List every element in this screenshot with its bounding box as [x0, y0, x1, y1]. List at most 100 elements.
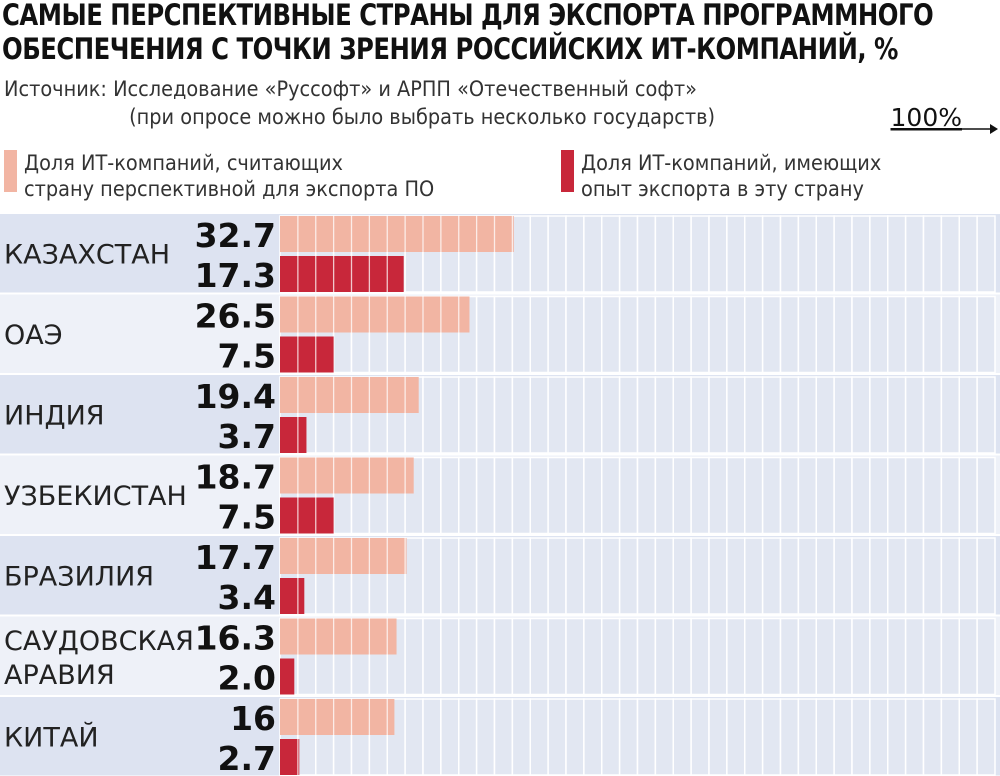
category-label: КИТАЙ: [4, 721, 99, 753]
grid-cell: [458, 617, 478, 696]
grid-cell: [887, 215, 907, 293]
grid-cell: [744, 617, 764, 696]
legend-series2: Доля ИТ-компаний, имеющих опыт экспорта …: [581, 150, 881, 202]
grid-cell: [726, 456, 746, 535]
grid-cell: [672, 456, 692, 535]
grid-cell: [797, 295, 817, 374]
grid-cell: [583, 617, 603, 696]
bar-series1: [280, 296, 470, 333]
value-label-series2: 2.0: [218, 659, 276, 698]
grid-cell: [744, 698, 764, 776]
grid-cell: [708, 295, 728, 374]
bar-series2: [280, 417, 307, 453]
grid-cell: [744, 537, 764, 615]
grid-cell: [869, 617, 889, 696]
grid-cell: [475, 295, 496, 374]
grid-cell: [940, 295, 960, 374]
grid-cell: [833, 617, 853, 696]
grid-cell: [887, 295, 907, 374]
grid-cell: [583, 295, 603, 374]
grid-cell: [672, 215, 692, 293]
grid-cell: [708, 617, 728, 696]
grid-cell: [922, 295, 943, 374]
grid-cell: [940, 215, 960, 293]
grid-cell: [761, 456, 782, 535]
grid-cell: [708, 698, 728, 776]
value-label-series2: 3.7: [218, 417, 276, 456]
grid-cell: [636, 295, 657, 374]
grid-cell: [887, 456, 907, 535]
grid-cell: [958, 215, 978, 293]
grid-cell: [529, 456, 549, 535]
grid-cell: [851, 456, 871, 535]
grid-cell: [565, 698, 585, 776]
grid-cell: [869, 295, 889, 374]
grid-cell: [475, 617, 496, 696]
grid-cell: [636, 617, 657, 696]
grid-cell: [618, 698, 639, 776]
legend-series1-line2: страну перспективной для экспорта ПО: [24, 177, 435, 201]
grid-cell: [726, 295, 746, 374]
bar-series1: [280, 377, 419, 413]
value-label-series1: 19.4: [195, 377, 276, 416]
grid-cell: [744, 456, 764, 535]
grid-cell: [904, 537, 925, 615]
grid-cell: [726, 698, 746, 776]
grid-cell: [815, 215, 835, 293]
grid-cell: [565, 215, 585, 293]
grid-cell: [958, 456, 978, 535]
category-label: ОАЭ: [4, 320, 63, 351]
grid-cell: [529, 295, 549, 374]
legend-series2-line1: Доля ИТ-компаний, имеющих: [581, 151, 882, 175]
grid-cell: [547, 376, 567, 454]
grid-cell: [976, 617, 996, 696]
grid-cell: [565, 376, 585, 454]
grid-cell: [779, 698, 800, 776]
grid-cell: [958, 295, 978, 374]
grid-cell: [529, 215, 549, 293]
grid-cell: [583, 376, 603, 454]
bar-series1: [280, 618, 397, 655]
grid-cell: [833, 456, 853, 535]
grid-cell: [922, 456, 943, 535]
grid-cell: [672, 295, 692, 374]
grid-cell: [672, 617, 692, 696]
grid-cell: [440, 698, 460, 776]
value-label-series2: 7.5: [218, 337, 276, 376]
grid-cell: [797, 698, 817, 776]
legend-swatch-series2: [561, 150, 574, 192]
grid-cell: [583, 698, 603, 776]
value-label-series2: 3.4: [218, 578, 276, 617]
grid-cell: [654, 376, 674, 454]
grid-cell: [601, 617, 621, 696]
category-label: БРАЗИЛИЯ: [4, 561, 154, 592]
grid-cell: [493, 537, 514, 615]
grid-cell: [422, 698, 442, 776]
grid-cell: [976, 376, 996, 454]
grid-cell: [869, 376, 889, 454]
value-label-series2: 7.5: [218, 498, 276, 537]
grid-cell: [511, 617, 531, 696]
grid-cell: [779, 215, 800, 293]
grid-cell: [869, 698, 889, 776]
bar-series1: [280, 699, 395, 735]
grid-cell: [779, 456, 800, 535]
title-line-1: САМЫЕ ПЕРСПЕКТИВНЫЕ СТРАНЫ ДЛЯ ЭКСПОРТА …: [2, 0, 934, 32]
grid-cell: [601, 295, 621, 374]
category-label: ИНДИЯ: [4, 400, 105, 431]
grid-cell: [636, 537, 657, 615]
grid-cell: [815, 376, 835, 454]
title-line-2: ОБЕСПЕЧЕНИЯ С ТОЧКИ ЗРЕНИЯ РОССИЙСКИХ ИТ…: [2, 32, 898, 66]
grid-cell: [690, 215, 710, 293]
grid-cell: [779, 537, 800, 615]
grid-cell: [547, 456, 567, 535]
grid-cell: [797, 617, 817, 696]
grid-cell: [511, 215, 531, 293]
grid-cell: [440, 617, 460, 696]
value-label-series2: 2.7: [218, 739, 276, 776]
grid-cell: [440, 537, 460, 615]
grid-cell: [601, 215, 621, 293]
grid-cell: [761, 617, 782, 696]
grid-cell: [761, 698, 782, 776]
